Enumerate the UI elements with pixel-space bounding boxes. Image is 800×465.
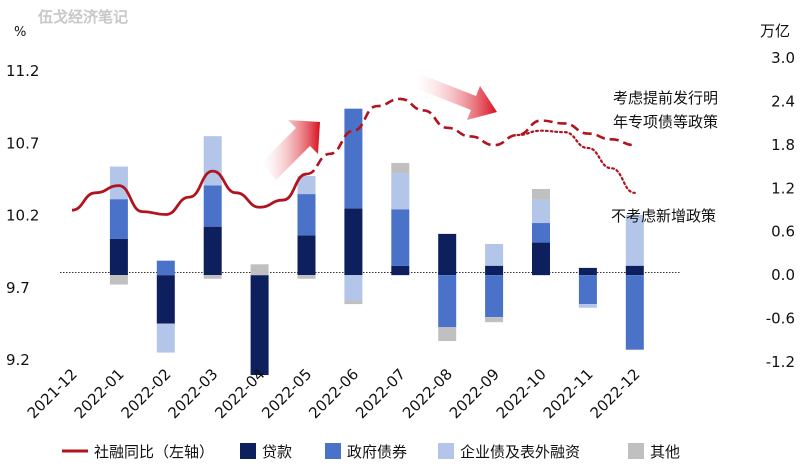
right-axis-ticks: 3.0 2.4 1.8 1.2 0.6 0.0 -0.6 -1.2 (766, 49, 795, 371)
right-axis-unit: 万亿 (760, 22, 790, 40)
bar-segment (438, 233, 457, 276)
bar-segment (485, 275, 504, 318)
watermark: 伍戈经济笔记 (37, 8, 128, 26)
bar-segment (532, 199, 550, 224)
x-tick-label: 2022-10 (493, 365, 550, 422)
bar-segment (625, 265, 644, 276)
legend-label: 社融同比（左轴） (94, 443, 214, 461)
legend-item: 政府债券 (325, 443, 407, 461)
bar-segment (391, 162, 410, 174)
legend-item: 其他 (628, 443, 680, 461)
x-tick-label: 2022-03 (164, 365, 221, 422)
bar-segment (344, 300, 363, 305)
bar-segment (391, 173, 410, 210)
bar-segment (532, 242, 550, 276)
annotation-dotted-line: 不考虑新增政策 (611, 207, 716, 225)
line-with-policy (306, 97, 635, 176)
line-no-new-policy (516, 129, 636, 194)
bar-segment (203, 226, 222, 276)
trend-arrow-2 (415, 74, 497, 120)
left-tick-label: 9.2 (6, 351, 30, 369)
legend: 社融同比（左轴） 贷款 政府债券 企业债及表外融资 其他 (62, 443, 680, 461)
x-tick-label: 2022-04 (211, 365, 268, 422)
trend-arrow-1 (262, 120, 320, 180)
bar-segment (156, 275, 175, 324)
left-axis-unit: % (14, 25, 26, 40)
bar-segment (625, 275, 644, 350)
x-tick-label: 2022-11 (540, 365, 597, 422)
left-tick-label: 10.2 (6, 207, 39, 225)
bar-segment (391, 265, 410, 276)
legend-item: 社融同比（左轴） (62, 443, 214, 461)
legend-label: 企业债及表外融资 (460, 443, 580, 461)
stacked-bars (109, 108, 644, 376)
bar-segment (203, 185, 222, 227)
right-tick-label: 2.4 (771, 92, 795, 110)
legend-label: 贷款 (262, 443, 292, 461)
right-tick-label: -0.6 (766, 310, 795, 328)
bar-segment (438, 327, 457, 342)
bar-segment (344, 275, 363, 301)
right-tick-label: 0.6 (771, 223, 795, 241)
bar-segment (485, 244, 504, 266)
growth-lines (71, 97, 636, 216)
bar-segment (391, 209, 410, 266)
legend-item: 贷款 (240, 443, 292, 461)
right-tick-label: 1.8 (771, 136, 795, 154)
bar-segment (109, 275, 128, 285)
bar-segment (297, 275, 316, 279)
right-tick-label: 1.2 (771, 179, 795, 197)
bar-segment (203, 136, 222, 186)
x-tick-label: 2021-12 (24, 365, 81, 422)
x-tick-label: 2022-08 (399, 365, 456, 422)
bar-segment (297, 175, 316, 195)
bar-segment (109, 238, 128, 276)
annotation-dashed-line-1: 考虑提前发行明 (613, 89, 718, 107)
bar-segment (344, 208, 363, 276)
left-tick-label: 10.7 (6, 134, 39, 152)
right-tick-label: -1.2 (766, 353, 795, 371)
bar-segment (297, 235, 316, 276)
legend-box-swatch (628, 443, 644, 459)
x-tick-label: 2022-12 (587, 365, 644, 422)
bar-segment (250, 275, 269, 376)
right-tick-label: 3.0 (771, 49, 795, 67)
bar-segment (109, 199, 128, 239)
left-tick-label: 11.2 (6, 62, 39, 80)
bar-segment (578, 267, 597, 276)
x-tick-label: 2022-09 (446, 365, 503, 422)
bar-segment (485, 265, 504, 276)
annotation-dashed-line-2: 年专项债等政策 (613, 113, 718, 131)
bar-segment (203, 275, 222, 279)
bar-segment (578, 275, 597, 305)
x-tick-label: 2022-02 (118, 365, 175, 422)
bar-segment (485, 317, 504, 323)
legend-label: 其他 (650, 443, 680, 461)
legend-label: 政府债券 (347, 443, 407, 461)
bar-segment (344, 108, 363, 209)
legend-box-swatch (240, 443, 256, 459)
right-tick-label: 0.0 (771, 266, 795, 284)
legend-box-swatch (325, 443, 341, 459)
x-tick-label: 2022-07 (352, 365, 409, 422)
bar-segment (532, 223, 550, 243)
bar-segment (297, 194, 316, 236)
legend-box-swatch (438, 443, 454, 459)
bar-segment (532, 189, 550, 200)
bar-segment (156, 260, 175, 276)
x-tick-label: 2022-06 (305, 365, 362, 422)
bar-segment (109, 166, 128, 200)
bar-segment (625, 215, 644, 266)
legend-item: 企业债及表外融资 (438, 443, 580, 461)
left-axis-ticks: 11.2 10.7 10.2 9.7 9.2 (6, 62, 39, 369)
bar-segment (250, 264, 269, 276)
bar-segment (578, 304, 597, 308)
left-tick-label: 9.7 (6, 279, 30, 297)
bar-segment (156, 323, 175, 353)
bar-segment (438, 275, 457, 328)
line-social-financing-yoy (71, 169, 307, 216)
x-tick-label: 2022-01 (71, 365, 128, 422)
